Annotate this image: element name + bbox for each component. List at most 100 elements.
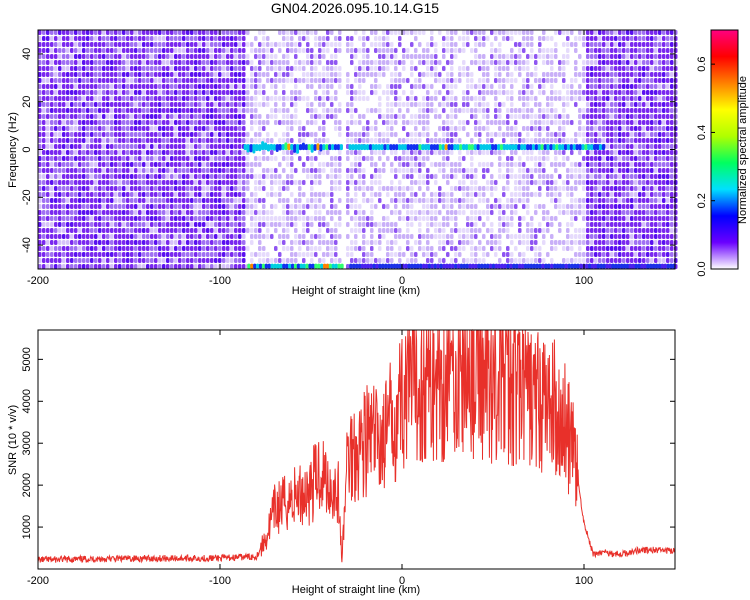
spectrogram-cell	[630, 78, 634, 83]
spectrogram-cell	[630, 228, 634, 233]
spectrogram-cell	[442, 222, 446, 227]
spectrogram-cell	[238, 144, 242, 149]
spectrogram-cell	[38, 96, 42, 101]
spectrogram-cell	[46, 48, 50, 53]
spectrogram-cell	[462, 60, 466, 65]
spectrogram-cell	[370, 156, 374, 161]
spectrogram-cell	[70, 216, 74, 221]
spectrogram-cell	[122, 114, 126, 119]
spectrogram-cell	[302, 222, 306, 227]
spectrogram-cell	[162, 96, 166, 101]
spectrogram-cell	[178, 114, 182, 119]
spectrogram-cell	[86, 162, 90, 167]
spectrogram-cell	[158, 228, 162, 233]
spectrogram-cell	[166, 96, 170, 101]
spectrogram-cell	[210, 234, 214, 239]
spectrogram-cell	[174, 216, 178, 221]
spectrogram-cell	[594, 180, 598, 185]
spectrogram-cell	[278, 30, 282, 35]
spectrogram-cell	[302, 168, 306, 173]
spectrogram-cell	[286, 228, 290, 233]
spectrogram-cell	[82, 84, 86, 89]
spectrogram-cell	[118, 198, 122, 203]
spectrogram-cell	[478, 186, 482, 191]
spectrogram-cell	[426, 48, 430, 53]
spectrogram-cell	[458, 234, 462, 239]
spectrogram-cell	[614, 252, 618, 257]
spectrogram-cell	[222, 216, 226, 221]
spectrogram-cell	[242, 234, 246, 239]
spectrogram-cell	[206, 126, 210, 131]
spectrogram-cell	[622, 66, 626, 71]
spectrogram-cell	[246, 84, 250, 89]
spectrogram-cell	[122, 48, 126, 53]
spectrogram-cell	[554, 72, 558, 77]
spectrogram-cell	[450, 30, 454, 35]
spectrogram-cell	[582, 234, 586, 239]
spectrogram-cell	[458, 78, 462, 83]
spectrogram-cell	[398, 210, 402, 215]
spectrogram-cell	[154, 192, 158, 197]
spectrogram-cell	[510, 204, 514, 209]
spectrogram-cell	[542, 228, 546, 233]
spectrogram-cell	[434, 150, 438, 155]
spectrogram-cell	[590, 114, 594, 119]
spectrogram-cell	[106, 48, 110, 53]
spectrogram-cell	[442, 36, 446, 41]
spectrogram-cell	[406, 174, 410, 179]
spectrogram-cell	[238, 36, 242, 41]
spectrogram-cell	[74, 114, 78, 119]
spectrogram-cell	[610, 234, 614, 239]
spectrogram-cell	[214, 240, 218, 245]
spectrogram-cell	[270, 204, 274, 209]
spectrogram-cell	[118, 96, 122, 101]
spectrogram-cell	[130, 192, 134, 197]
spectrogram-cell	[462, 240, 466, 245]
spectrogram-cell	[546, 210, 550, 215]
spectrogram-cell	[222, 222, 226, 227]
spectrogram-cell	[222, 204, 226, 209]
spectrogram-cell	[434, 210, 438, 215]
spectrogram-cell	[522, 102, 526, 107]
spectrogram-cell	[542, 240, 546, 245]
spectrogram-cell	[386, 138, 390, 143]
spectrogram-cell	[230, 258, 234, 263]
spectrogram-cell	[522, 84, 526, 89]
spectrogram-cell	[450, 162, 454, 167]
spectrogram-cell	[510, 30, 514, 35]
spectrogram-cell	[154, 258, 158, 263]
spectrogram-cell	[114, 246, 118, 251]
spectrogram-cell	[334, 252, 338, 257]
spectrogram-cell	[262, 216, 266, 221]
spectrogram-cell	[450, 48, 454, 53]
spectrogram-cell	[218, 126, 222, 131]
spectrogram-cell	[130, 42, 134, 47]
spectrogram-cell	[346, 156, 350, 161]
spectrogram-cell	[398, 114, 402, 119]
spectrogram-cell	[502, 60, 506, 65]
spectrogram-cell	[470, 174, 474, 179]
spectrogram-cell	[154, 144, 158, 149]
spectrogram-cell	[38, 36, 42, 41]
spectrogram-cell	[186, 168, 190, 173]
spectrogram-cell	[546, 60, 550, 65]
spectrogram-cell	[618, 42, 622, 47]
spectrogram-cell	[270, 150, 274, 155]
spectrogram-cell	[550, 72, 554, 77]
spectrogram-cell	[326, 192, 330, 197]
spectrogram-cell	[426, 138, 430, 143]
spectrogram-cell	[362, 66, 366, 71]
spectrogram-cell	[290, 96, 294, 101]
spectrogram-cell	[122, 162, 126, 167]
spectrogram-cell	[590, 108, 594, 113]
spectrogram-cell	[522, 90, 526, 95]
spectrogram-cell	[290, 126, 294, 131]
spectrogram-cell	[210, 36, 214, 41]
spectrogram-cell	[626, 60, 630, 65]
spectrogram-cell	[486, 132, 490, 137]
spectrogram-cell	[46, 108, 50, 113]
spectrogram-cell	[418, 198, 422, 203]
spectrogram-cell	[630, 120, 634, 125]
spectrogram-cell	[174, 192, 178, 197]
spectrogram-cell	[302, 96, 306, 101]
